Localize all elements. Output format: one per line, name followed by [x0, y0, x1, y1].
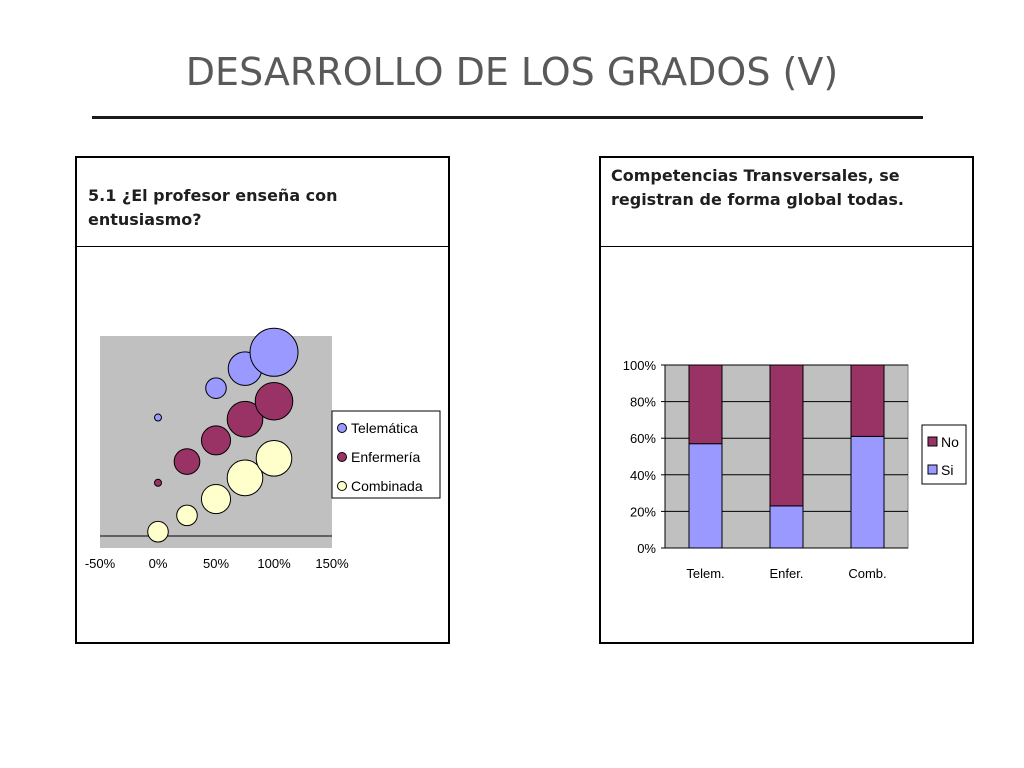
bubble-legend-swatch — [337, 481, 347, 491]
bubble-point — [226, 459, 264, 497]
bar-y-tick-label: 60% — [630, 431, 656, 446]
bar-category-label: Enfer. — [770, 566, 804, 581]
bubble-chart: -50% 0% 50% 100% 150% Telemática Enfermería Com… — [85, 327, 441, 571]
bar-legend-swatch — [927, 464, 938, 475]
left-panel-question: 5.1 ¿El profesor enseña con entusiasmo? — [88, 186, 338, 229]
bar-category-label: Telem. — [686, 566, 724, 581]
bubble-point — [226, 400, 264, 438]
bar-y-tick-label: 0% — [637, 541, 656, 556]
bar-segment — [850, 364, 885, 437]
bubble-point — [249, 327, 299, 377]
right-panel-header: Competencias Transversales, se registran… — [601, 158, 972, 247]
bubble-point — [200, 484, 232, 515]
left-panel-header: 5.1 ¿El profesor enseña con entusiasmo? — [77, 158, 448, 247]
bubble-point — [254, 381, 294, 421]
bubble-point — [255, 439, 293, 477]
bubble-point — [147, 520, 169, 543]
bubble-x-tick-label: -50% — [85, 556, 116, 571]
bar-segment — [769, 505, 804, 549]
bubble-point — [200, 425, 232, 456]
stacked-bar-chart: 0% 20% 40% 60% 80% 100% Telem. Enfer. Comb. No Si — [623, 358, 967, 581]
bar-legend-label: Si — [941, 462, 953, 478]
title-divider — [92, 116, 923, 119]
bubble-point — [205, 377, 227, 399]
bar-legend-swatch — [927, 436, 938, 447]
bubble-legend-swatch — [337, 423, 347, 433]
bubble-legend-label: Enfermería — [351, 449, 420, 465]
bubble-legend — [331, 410, 441, 499]
bar-legend-label: No — [941, 434, 959, 450]
bubble-x-tick-label: 50% — [203, 556, 229, 571]
bubble-x-tick-label: 150% — [315, 556, 349, 571]
slide-title: DESARROLLO DE LOS GRADOS (V) — [185, 50, 839, 94]
bubble-legend-label: Telemática — [351, 420, 418, 436]
bar-segment — [688, 443, 723, 549]
bubble-legend-label: Combinada — [351, 478, 423, 494]
bar-y-tick-label: 40% — [630, 468, 656, 483]
bubble-x-tick-label: 100% — [257, 556, 291, 571]
bar-y-tick-label: 100% — [623, 358, 657, 373]
bubble-point — [176, 504, 198, 527]
bubble-point — [173, 448, 201, 475]
bar-segment — [769, 364, 804, 507]
bubble-x-tick-label: 0% — [149, 556, 168, 571]
bar-segment — [688, 364, 723, 445]
right-panel-description: Competencias Transversales, se registran… — [611, 166, 904, 209]
bubble-legend-swatch — [337, 452, 347, 462]
bar-category-label: Comb. — [848, 566, 886, 581]
bubble-point — [154, 478, 162, 487]
bar-y-tick-label: 80% — [630, 395, 656, 410]
bar-y-tick-label: 20% — [630, 504, 656, 519]
bar-segment — [850, 435, 885, 549]
bubble-point — [154, 413, 162, 422]
